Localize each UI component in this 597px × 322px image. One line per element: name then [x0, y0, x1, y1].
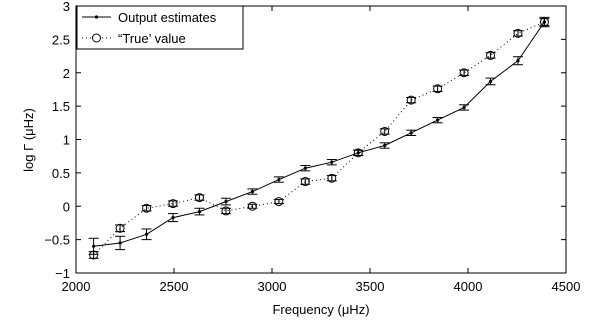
y-tick-label: 2.5: [52, 32, 70, 47]
data-point-output-estimates: [250, 189, 254, 194]
x-tick-label: 4000: [454, 279, 483, 294]
data-point-true-value: [539, 17, 549, 27]
data-point-true-value: [513, 28, 523, 38]
y-tick-label: 0.5: [52, 166, 70, 181]
y-tick-label: 0: [63, 199, 70, 214]
data-point-output-estimates: [144, 232, 149, 236]
plot-frame: [75, 5, 567, 274]
tick-layer: 2000 2500 3000 3500 4000 4500 −1 −0.5 0 0.5 1 1.5 2 2…: [44, 0, 580, 294]
data-point-true-value: [380, 126, 390, 136]
data-point-true-value: [459, 68, 469, 78]
data-point-true-value: [274, 197, 284, 207]
y-tick-label: 3: [63, 0, 70, 14]
y-tick-label: 2: [63, 66, 70, 81]
data-point-true-value: [353, 148, 363, 158]
y-tick-label: 1: [63, 133, 70, 148]
data-point-true-value: [406, 95, 416, 105]
data-point-true-value: [300, 177, 310, 187]
y-tick-label: −0.5: [44, 233, 70, 248]
data-point-true-value: [221, 206, 231, 216]
legend-marker-true-value: [92, 33, 101, 43]
data-point-true-value: [486, 50, 496, 60]
x-axis-label: Frequency (μHz): [272, 302, 369, 317]
x-tick-label: 2000: [62, 279, 91, 294]
data-point-output-estimates: [303, 166, 307, 170]
data-point-true-value: [194, 193, 204, 203]
data-point-output-estimates: [383, 143, 387, 148]
data-point-output-estimates: [171, 215, 175, 220]
data-point-output-estimates: [516, 59, 520, 63]
data-point-output-estimates: [488, 79, 493, 84]
data-point-output-estimates: [118, 241, 122, 245]
legend-box: [76, 5, 244, 50]
data-point-output-estimates: [277, 177, 281, 182]
legend: Output estimates “True’ value: [76, 5, 244, 50]
legend-label-true-value: “True’ value: [118, 31, 186, 46]
data-point-true-value: [89, 250, 99, 260]
y-tick-label: −1: [55, 266, 70, 281]
y-axis-label: log Γ (μHz): [21, 108, 36, 172]
series-line-output-estimates: [93, 21, 545, 247]
x-tick-label: 4500: [552, 279, 581, 294]
data-point-true-value: [115, 223, 125, 233]
data-point-output-estimates: [92, 244, 96, 248]
data-point-true-value: [168, 199, 178, 209]
data-point-output-estimates: [436, 118, 440, 122]
data-point-output-estimates: [224, 199, 228, 204]
data-point-output-estimates: [462, 105, 466, 110]
data-point-true-value: [142, 203, 152, 213]
data-point-true-value: [327, 173, 337, 183]
plot-area-background: [76, 6, 566, 273]
data-point-true-value: [433, 84, 443, 94]
data-point-output-estimates: [330, 160, 334, 164]
data-point-true-value: [247, 201, 257, 211]
y-tick-label: 1.5: [52, 99, 70, 114]
data-point-output-estimates: [197, 209, 202, 214]
x-tick-label: 3500: [356, 279, 385, 294]
legend-marker-output-estimates: [94, 15, 99, 19]
legend-label-output-estimates: Output estimates: [118, 10, 217, 25]
x-tick-label: 2500: [160, 279, 189, 294]
series-layer: [88, 16, 550, 260]
x-tick-label: 3000: [258, 279, 287, 294]
data-point-output-estimates: [409, 131, 413, 135]
